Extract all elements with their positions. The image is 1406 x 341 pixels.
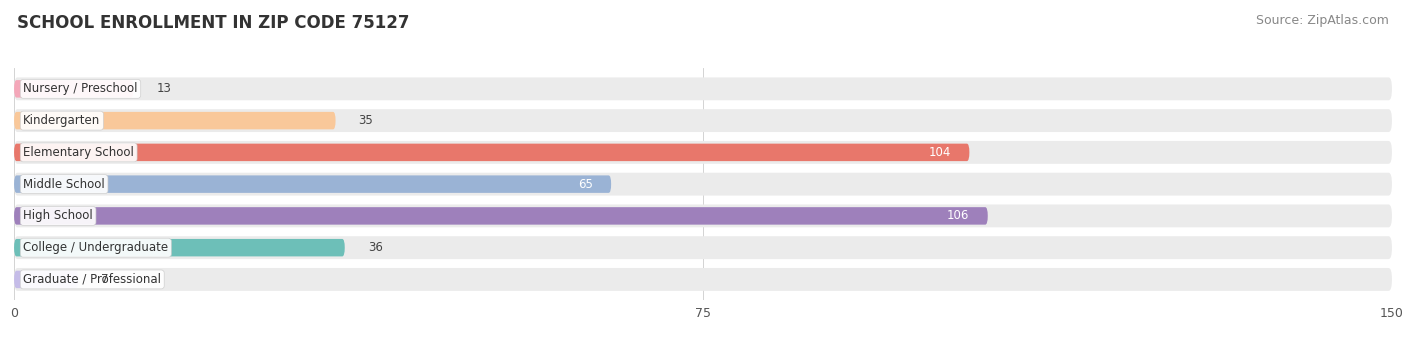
Text: 7: 7 bbox=[101, 273, 108, 286]
FancyBboxPatch shape bbox=[14, 175, 612, 193]
Text: College / Undergraduate: College / Undergraduate bbox=[24, 241, 169, 254]
FancyBboxPatch shape bbox=[14, 205, 1392, 227]
FancyBboxPatch shape bbox=[14, 207, 988, 225]
FancyBboxPatch shape bbox=[14, 239, 344, 256]
FancyBboxPatch shape bbox=[14, 109, 1392, 132]
Text: High School: High School bbox=[24, 209, 93, 222]
Text: Nursery / Preschool: Nursery / Preschool bbox=[24, 82, 138, 95]
Text: 104: 104 bbox=[928, 146, 950, 159]
FancyBboxPatch shape bbox=[14, 144, 969, 161]
Text: Middle School: Middle School bbox=[24, 178, 105, 191]
Text: Graduate / Professional: Graduate / Professional bbox=[24, 273, 162, 286]
Text: Elementary School: Elementary School bbox=[24, 146, 134, 159]
FancyBboxPatch shape bbox=[14, 271, 79, 288]
FancyBboxPatch shape bbox=[14, 173, 1392, 196]
Text: Kindergarten: Kindergarten bbox=[24, 114, 100, 127]
Text: 35: 35 bbox=[359, 114, 373, 127]
Text: 13: 13 bbox=[156, 82, 172, 95]
Text: 36: 36 bbox=[368, 241, 382, 254]
FancyBboxPatch shape bbox=[14, 80, 134, 98]
Text: 106: 106 bbox=[948, 209, 969, 222]
FancyBboxPatch shape bbox=[14, 268, 1392, 291]
FancyBboxPatch shape bbox=[14, 236, 1392, 259]
Text: SCHOOL ENROLLMENT IN ZIP CODE 75127: SCHOOL ENROLLMENT IN ZIP CODE 75127 bbox=[17, 14, 409, 32]
Text: 65: 65 bbox=[578, 178, 593, 191]
FancyBboxPatch shape bbox=[14, 141, 1392, 164]
FancyBboxPatch shape bbox=[14, 77, 1392, 100]
FancyBboxPatch shape bbox=[14, 112, 336, 129]
Text: Source: ZipAtlas.com: Source: ZipAtlas.com bbox=[1256, 14, 1389, 27]
